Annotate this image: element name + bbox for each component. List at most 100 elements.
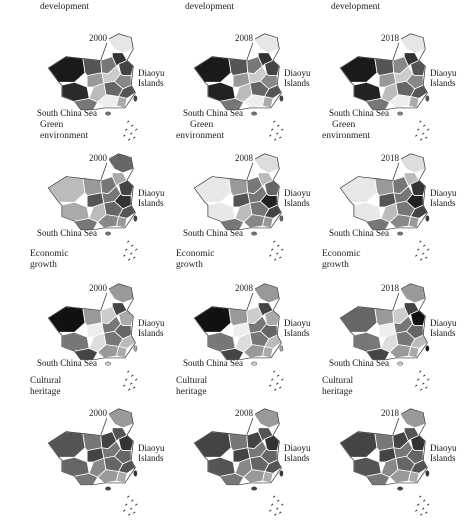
country-outline (339, 153, 428, 231)
province-region (408, 346, 420, 359)
province-region (263, 84, 282, 99)
hainan-island (251, 231, 257, 236)
province-region (262, 96, 274, 109)
country-outline (193, 153, 282, 231)
province-region (399, 408, 426, 429)
country-outline (47, 153, 136, 231)
diaoyu-islands-label-line2: Islands (430, 78, 456, 88)
sea-island-mark (420, 388, 423, 391)
sea-island-mark (128, 258, 131, 261)
sea-island-mark (123, 134, 126, 137)
china-map-1-3 (339, 33, 430, 141)
row1-caption-line1-b: Green (190, 120, 214, 130)
china-map-3-2 (193, 283, 284, 391)
top-caption-1: development (40, 2, 90, 12)
country-outline (193, 33, 282, 111)
sea-island-mark (279, 136, 282, 139)
sea-island-mark (123, 384, 126, 387)
row2-caption-line1: Economic (30, 249, 69, 259)
province-region (107, 153, 134, 174)
sea-island-mark (125, 248, 128, 251)
province-region (117, 334, 136, 349)
row2-caption-line1-b: Economic (176, 249, 215, 259)
south-china-sea-label: South China Sea (183, 108, 243, 118)
province-region (193, 176, 232, 203)
sea-island-mark (123, 509, 126, 512)
diaoyu-islands-label-line2: Islands (284, 198, 310, 208)
province-region (339, 431, 378, 458)
diaoyu-islands-label: Diaoyu (430, 188, 457, 198)
sea-island-mark (415, 384, 418, 387)
sea-island-mark (422, 382, 425, 385)
south-china-sea-label: South China Sea (37, 358, 97, 368)
province-region (263, 334, 282, 349)
sea-island-mark (128, 513, 131, 516)
row3-caption-line2: heritage (30, 387, 61, 397)
row2-caption-line2-b: growth (176, 260, 203, 270)
sea-island-mark (417, 378, 420, 381)
sea-island-mark (281, 248, 284, 251)
diaoyu-islands-label: Diaoyu (430, 318, 457, 328)
sea-island-mark (422, 507, 425, 510)
map-panel-r4-c2: 2008 Diaoyu Islands (181, 405, 331, 520)
sea-island-mark (134, 503, 138, 506)
province-region (399, 283, 426, 304)
china-map-3-1 (47, 283, 138, 391)
sea-island-mark (422, 132, 425, 135)
hainan-island (397, 231, 403, 236)
sea-island-mark (417, 128, 420, 131)
sea-island-mark (132, 256, 136, 259)
sea-island-mark (425, 386, 428, 389)
diaoyu-islands-label: Diaoyu (138, 68, 165, 78)
china-map-4-3 (339, 408, 430, 516)
province-region (116, 471, 128, 484)
row3-caption-line2-b: heritage (176, 387, 207, 397)
diaoyu-islands-label-line2: Islands (284, 328, 310, 338)
diaoyu-islands-label-line2: Islands (284, 78, 310, 88)
sea-island-mark (427, 248, 430, 251)
top-caption-3: development (331, 2, 381, 12)
country-outline (47, 408, 136, 486)
sea-island-mark (274, 138, 277, 141)
sea-island-mark (132, 136, 136, 139)
map-panel-r4-c3: 2018 Diaoyu Islands (327, 405, 474, 520)
sea-island-mark (277, 374, 280, 377)
province-region (408, 216, 420, 229)
province-region (107, 408, 134, 429)
sea-island-mark (281, 128, 284, 131)
sea-island-mark (420, 138, 423, 141)
row3-caption-line1-b: Cultural (176, 376, 208, 386)
diaoyu-islands-label-line2: Islands (430, 198, 456, 208)
province-region (107, 33, 134, 54)
sea-island-mark (274, 388, 277, 391)
sea-island-mark (277, 499, 280, 502)
sea-island-mark (132, 386, 136, 389)
year-label: 2000 (87, 153, 109, 163)
map-panel-r2-c3: 2018 Diaoyu Islands South China Sea (327, 150, 474, 265)
sea-island-mark (419, 240, 422, 243)
china-map-2-2 (193, 153, 284, 261)
south-china-sea-label: South China Sea (183, 358, 243, 368)
sea-island-mark (269, 384, 272, 387)
sea-island-mark (423, 499, 426, 502)
country-outline (339, 283, 428, 361)
china-map-4-1 (47, 408, 138, 516)
diaoyu-islands-label: Diaoyu (138, 443, 165, 453)
province-region (262, 216, 274, 229)
province-region (339, 306, 378, 333)
sea-island-mark (427, 503, 430, 506)
sea-island-mark (427, 378, 430, 381)
map-panel-r1-c2: 2008 Diaoyu Islands South China Sea (181, 30, 331, 145)
sea-island-mark (127, 495, 130, 498)
year-label: 2000 (87, 33, 109, 43)
map-panel-r3-c2: 2008 Diaoyu Islands South China Sea (181, 280, 331, 395)
year-label: 2008 (233, 153, 255, 163)
diaoyu-islands-label: Diaoyu (430, 443, 457, 453)
province-region (409, 204, 428, 219)
sea-island-mark (127, 120, 130, 123)
year-label: 2018 (379, 33, 401, 43)
hainan-island (105, 111, 111, 116)
map-panel-r2-c2: 2008 Diaoyu Islands South China Sea (181, 150, 331, 265)
diaoyu-islands-label: Diaoyu (284, 188, 311, 198)
province-region (47, 306, 86, 333)
